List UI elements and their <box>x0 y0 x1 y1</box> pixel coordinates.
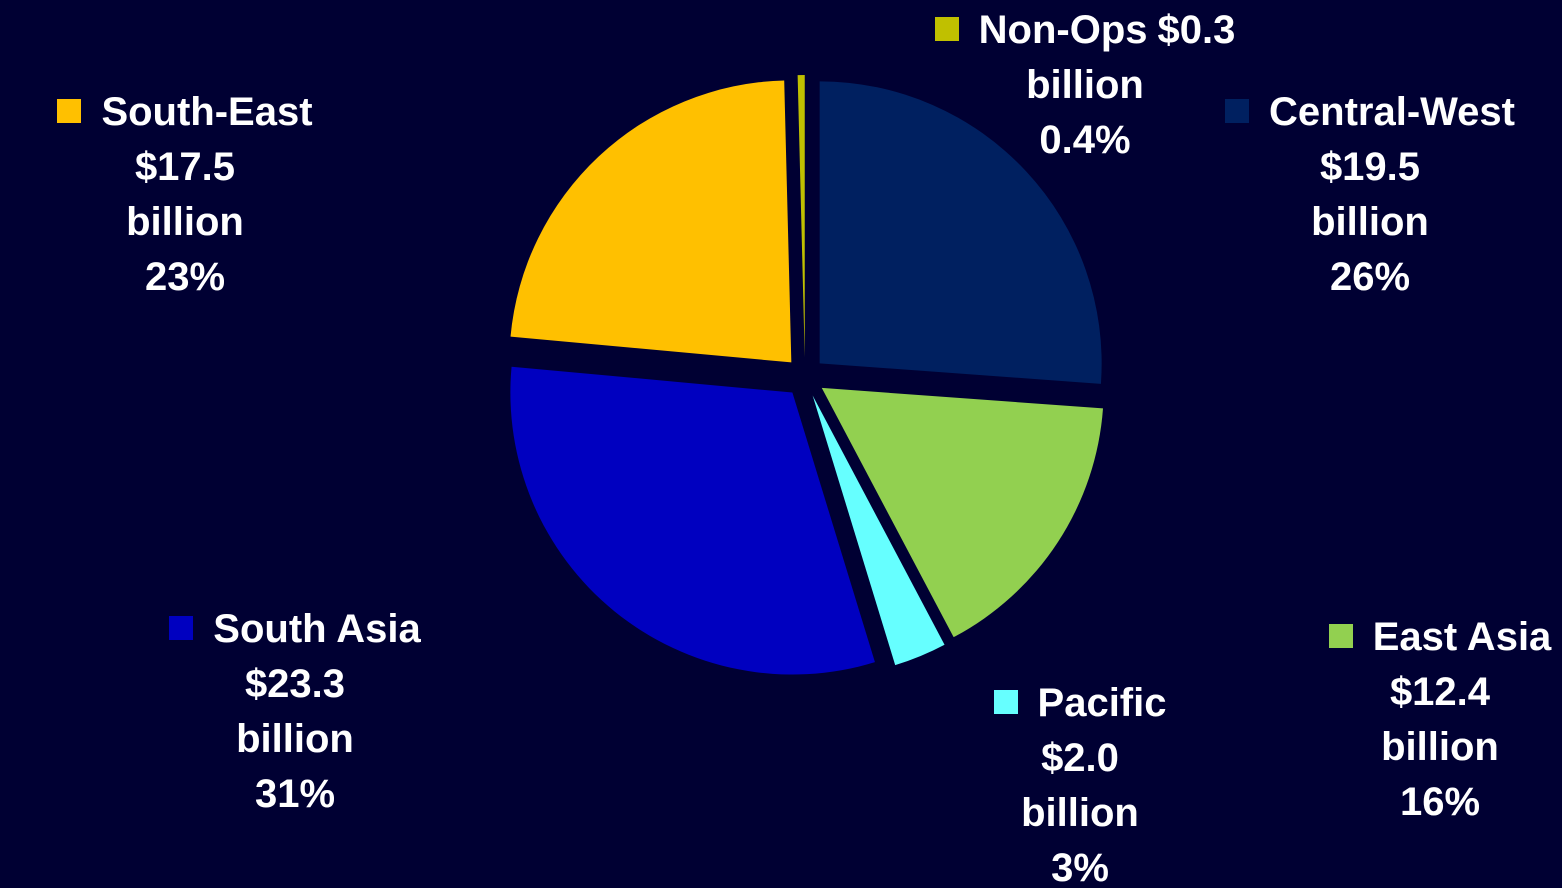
legend-label: Pacific <box>1037 681 1167 725</box>
slice-label: Pacific $2.0 billion 3% <box>960 676 1200 888</box>
amount-label: $0.3 billion <box>1026 8 1236 107</box>
slice-label: South-East $17.5 billion 23% <box>15 85 355 305</box>
pie-slice <box>819 81 1102 384</box>
legend-label: South Asia <box>213 607 421 651</box>
pie-slice <box>821 387 1104 638</box>
amount-label: $17.5 billion <box>126 145 244 244</box>
pie-slice <box>797 75 805 358</box>
amount-label: $19.5 billion <box>1311 145 1429 244</box>
legend-swatch <box>57 99 82 123</box>
pie-slice <box>510 80 792 363</box>
amount-label: $2.0 billion <box>1021 736 1139 835</box>
legend-swatch <box>1328 624 1353 648</box>
slice-label: South Asia $23.3 billion 31% <box>125 602 465 822</box>
legend-swatch <box>993 690 1018 714</box>
slice-label: Central-West $19.5 billion 26% <box>1190 85 1550 305</box>
value-label: 16% <box>1399 780 1481 824</box>
amount-label: $12.4 billion <box>1381 670 1499 769</box>
value-label: 26% <box>1329 255 1411 299</box>
legend-label: Central-West <box>1269 90 1515 134</box>
amount-label: $23.3 billion <box>236 662 354 761</box>
legend-label: Non-Ops <box>978 8 1148 52</box>
value-label: 3% <box>1051 846 1109 888</box>
legend-label: South-East <box>101 90 313 134</box>
legend-swatch <box>934 17 959 41</box>
value-label: 0.4% <box>1039 118 1131 162</box>
value-label: 23% <box>144 255 226 299</box>
pie-slice <box>812 395 945 666</box>
legend-swatch <box>1225 99 1249 123</box>
pie-slice <box>510 366 875 675</box>
value-label: 31% <box>254 772 336 816</box>
slice-label: Non-Ops $0.3 billion 0.4% <box>875 3 1295 168</box>
legend-swatch <box>169 616 194 640</box>
legend-label: East Asia <box>1372 615 1552 659</box>
slice-label: East Asia $12.4 billion 16% <box>1300 610 1562 830</box>
